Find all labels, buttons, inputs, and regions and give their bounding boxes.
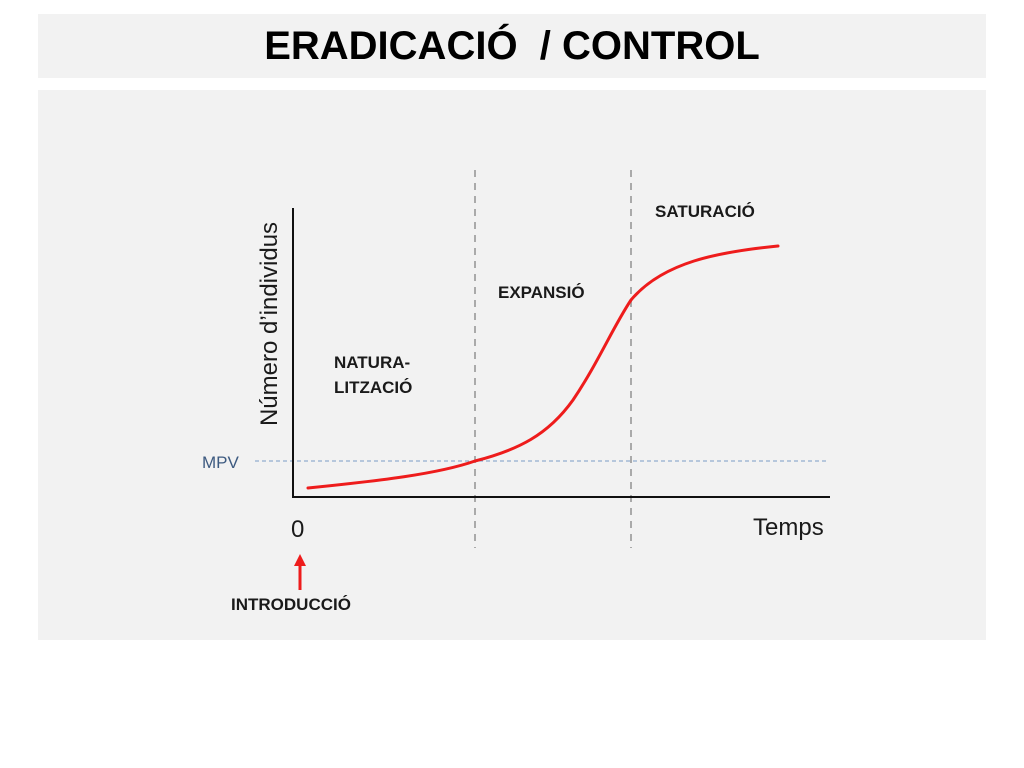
mpv-label: MPV (202, 453, 240, 472)
y-axis-label: Número d’individus (256, 222, 283, 426)
phase-label-expansion: EXPANSIÓ (498, 283, 585, 302)
origin-label: 0 (291, 516, 304, 543)
title-band: ERADICACIÓ / CONTROL (38, 14, 986, 78)
phase-label-naturalization-2: LITZACIÓ (334, 378, 412, 397)
introduction-label: INTRODUCCIÓ (231, 595, 351, 614)
phase-label-naturalization-1: NATURA- (334, 353, 410, 372)
diagram-panel: MPV Número d’individus 0 Temps NATURA- L… (38, 90, 986, 640)
page-title: ERADICACIÓ / CONTROL (264, 23, 760, 68)
growth-diagram: MPV Número d’individus 0 Temps NATURA- L… (202, 170, 830, 614)
population-curve (306, 244, 780, 490)
introduction-arrow-head (294, 554, 306, 566)
phase-label-saturation: SATURACIÓ (655, 202, 755, 221)
x-axis-label: Temps (753, 514, 824, 541)
